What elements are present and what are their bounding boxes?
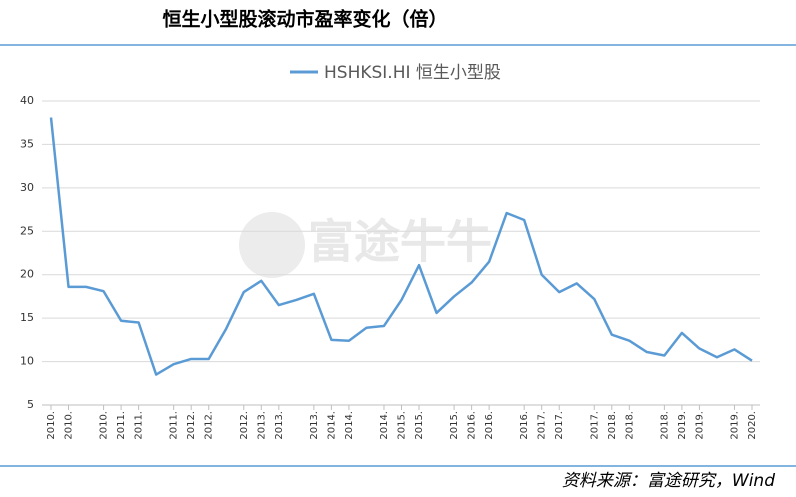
x-tick-label: 2014. — [344, 411, 355, 440]
x-tick-label: 2010. — [99, 411, 110, 440]
x-tick-label: 2011. — [169, 411, 180, 440]
y-tick-label: 30 — [20, 181, 34, 194]
x-tick-label: 2014. — [379, 411, 390, 440]
x-tick-label: 2019. — [694, 411, 705, 440]
x-tick-label: 2013. — [256, 411, 267, 440]
y-tick-label: 40 — [20, 94, 34, 107]
y-tick-label: 35 — [20, 137, 34, 150]
x-tick-label: 2012. — [186, 411, 197, 440]
x-tick-label: 2017. — [554, 411, 565, 440]
watermark: 富途牛牛 — [308, 215, 492, 269]
x-tick-label: 2013. — [309, 411, 320, 440]
y-tick-label: 20 — [20, 268, 34, 281]
x-tick-label: 2016. — [484, 411, 495, 440]
x-tick-label: 2018. — [624, 411, 635, 440]
x-tick-label: 2012. — [204, 411, 215, 440]
x-tick-label: 2019. — [729, 411, 740, 440]
x-tick-label: 2010. — [64, 411, 75, 440]
y-tick-label: 25 — [20, 224, 34, 237]
x-tick-label: 2020. — [747, 411, 758, 440]
y-tick-label: 15 — [20, 311, 34, 324]
x-tick-label: 2017. — [537, 411, 548, 440]
x-tick-label: 2012. — [239, 411, 250, 440]
x-tick-label: 2011. — [134, 411, 145, 440]
x-tick-label: 2013. — [274, 411, 285, 440]
x-tick-label: 2016. — [467, 411, 478, 440]
x-tick-label: 2011. — [116, 411, 127, 440]
x-tick-label: 2015. — [414, 411, 425, 440]
x-tick-label: 2015. — [397, 411, 408, 440]
watermark-logo — [239, 212, 305, 278]
x-tick-label: 2018. — [659, 411, 670, 440]
legend-label: HSHKSI.HI 恒生小型股 — [324, 63, 501, 83]
source: 资料来源：富途研究，Wind — [562, 471, 775, 491]
x-tick-label: 2019. — [677, 411, 688, 440]
x-tick-label: 2016. — [519, 411, 530, 440]
x-tick-label: 2014. — [326, 411, 337, 440]
x-tick-label: 2017. — [589, 411, 600, 440]
x-tick-label: 2010. — [46, 411, 57, 440]
x-tick-label: 2015. — [449, 411, 460, 440]
series-line — [49, 117, 753, 376]
y-tick-label: 10 — [20, 355, 34, 368]
x-tick-label: 2018. — [607, 411, 618, 440]
y-tick-label: 5 — [27, 398, 34, 411]
chart-title: 恒生小型股滚动市盈率变化（倍） — [162, 8, 447, 31]
